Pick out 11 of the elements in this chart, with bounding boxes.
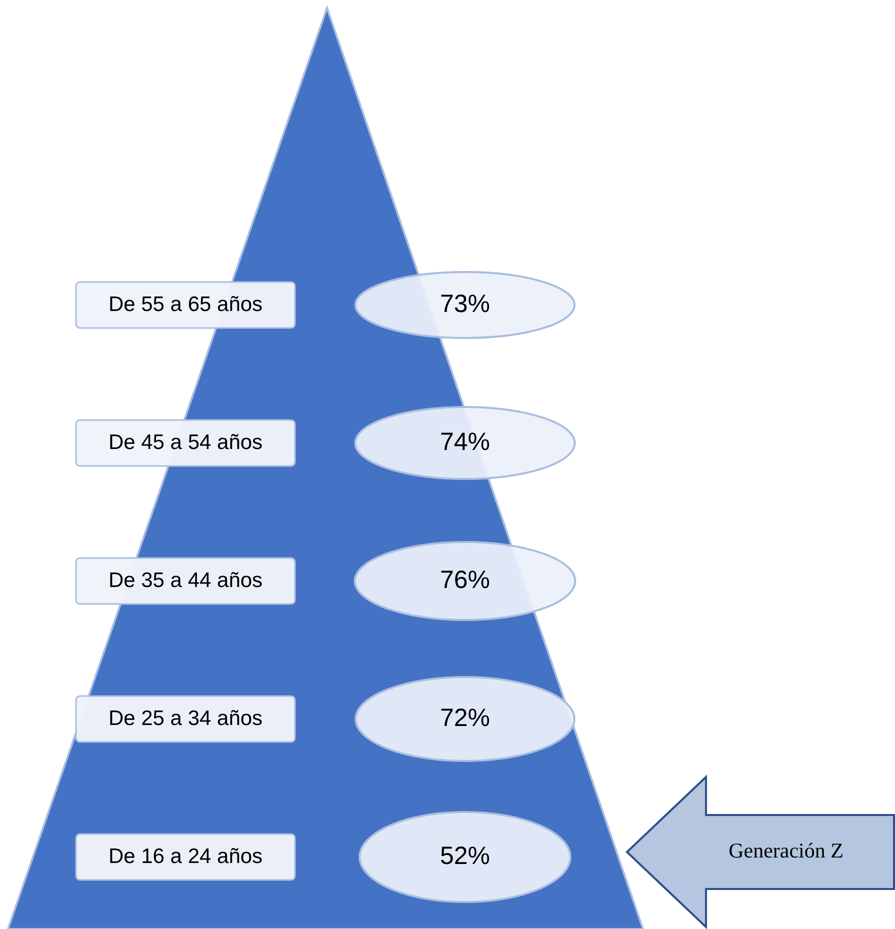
data-label: 52% bbox=[440, 842, 490, 870]
category-label: De 25 a 34 años bbox=[108, 706, 263, 730]
data-label: 76% bbox=[440, 566, 490, 594]
data-label: 72% bbox=[440, 704, 490, 732]
data-label: 73% bbox=[440, 290, 490, 318]
category-label: De 45 a 54 años bbox=[108, 430, 263, 454]
category-label: De 16 a 24 años bbox=[108, 844, 263, 868]
text: Generación Z bbox=[728, 838, 844, 863]
category-label: De 35 a 44 años bbox=[108, 568, 263, 592]
data-label: 74% bbox=[440, 428, 490, 456]
category-label: De 55 a 65 años bbox=[108, 292, 263, 316]
